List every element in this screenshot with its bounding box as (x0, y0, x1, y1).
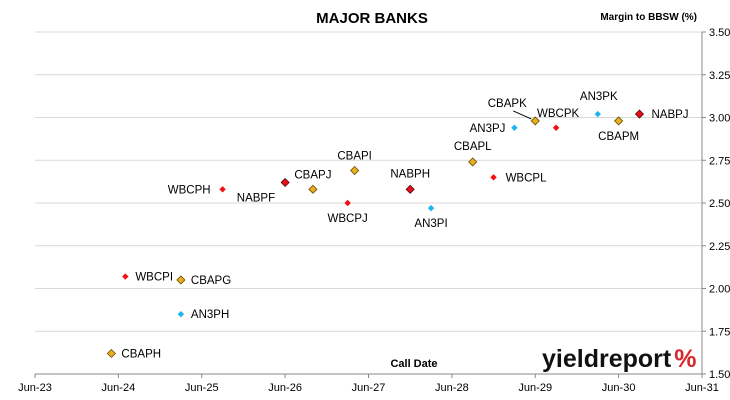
x-tick-label: Jun-29 (518, 382, 552, 394)
data-point-labels: CBAPH WBCPI CBAPG AN3PH WBCPH NABPF CBAPJ CBAPI… (121, 91, 688, 360)
point-label-an3pj: AN3PJ (470, 123, 506, 135)
x-axis-title: Call Date (390, 358, 437, 370)
point-label-wbcpj: WBCPJ (328, 213, 368, 225)
x-axis-ticks: Jun-23 Jun-24 Jun-25 Jun-26 Jun-27 Jun-28 Jun-… (18, 374, 719, 394)
point-an3pi (427, 204, 435, 212)
point-an3pk (594, 110, 601, 118)
gridlines (35, 31, 702, 332)
leader-line-cbapk (513, 110, 532, 120)
y-tick-label: 1.50 (709, 369, 730, 381)
point-label-cbapk: CBAPK (488, 98, 527, 110)
point-label-nabpf: NABPF (237, 192, 275, 204)
y-tick-label: 2.25 (709, 241, 730, 253)
y-tick-label: 2.75 (709, 155, 730, 167)
point-an3pj (511, 124, 518, 131)
x-tick-label: Jun-31 (685, 382, 719, 394)
point-cbaph (106, 348, 116, 359)
y-axis-ticks: 1.50 1.75 2.00 2.25 2.50 2.75 3.00 3.25 3.50 (702, 27, 730, 381)
logo-percent: % (674, 345, 696, 373)
point-nabpj (634, 109, 645, 119)
x-tick-label: Jun-23 (18, 382, 52, 394)
point-cbapg (176, 275, 186, 285)
point-cbapm (614, 116, 624, 126)
point-label-wbcph: WBCPH (168, 184, 211, 196)
x-tick-label: Jun-28 (435, 382, 469, 394)
svg-text:yieldreport%: yieldreport% (542, 345, 696, 373)
point-an3ph (177, 310, 185, 318)
point-label-cbapl: CBAPL (454, 141, 492, 153)
point-label-cbapm: CBAPM (598, 131, 639, 143)
point-nabph (405, 184, 415, 194)
point-label-cbapj: CBAPJ (294, 169, 331, 181)
point-label-an3ph: AN3PH (191, 309, 229, 321)
point-wbcph (219, 186, 226, 193)
point-label-nabph: NABPH (390, 168, 430, 180)
point-label-wbcpk: WBCPK (537, 108, 580, 120)
y-tick-label: 3.00 (709, 113, 730, 125)
point-cbapi (350, 165, 360, 176)
point-cbapl (468, 157, 478, 167)
y-tick-label: 2.50 (709, 198, 730, 210)
point-label-wbcpl: WBCPL (506, 172, 548, 184)
y-tick-label: 2.00 (709, 284, 730, 296)
data-points (106, 109, 645, 359)
point-label-an3pi: AN3PI (414, 218, 447, 230)
y-tick-label: 1.75 (709, 326, 730, 338)
x-tick-label: Jun-24 (102, 382, 136, 394)
point-wbcpi (122, 273, 129, 280)
point-label-cbapg: CBAPG (191, 275, 231, 287)
point-nabpf (280, 177, 290, 188)
y-tick-label: 3.50 (709, 27, 730, 39)
point-label-nabpj: NABPJ (651, 109, 688, 121)
point-wbcpk (552, 124, 560, 131)
point-label-an3pk: AN3PK (580, 91, 618, 103)
point-cbapk (530, 116, 540, 126)
x-tick-label: Jun-26 (268, 382, 302, 394)
x-tick-label: Jun-25 (185, 382, 219, 394)
point-wbcpj (344, 199, 351, 207)
point-cbapj (308, 184, 318, 194)
x-tick-label: Jun-30 (602, 382, 636, 394)
point-label-wbcpi: WBCPI (135, 272, 173, 284)
logo-word: yieldreport (542, 345, 672, 373)
y-axis-title: Margin to BBSW (%) (600, 12, 697, 23)
x-tick-label: Jun-27 (352, 382, 386, 394)
point-label-cbaph: CBAPH (121, 348, 161, 360)
y-tick-label: 3.25 (709, 70, 730, 82)
chart-title: MAJOR BANKS (316, 10, 428, 27)
point-wbcpl (490, 174, 497, 181)
yieldreport-logo: yieldreport% (542, 345, 696, 373)
point-label-cbapi: CBAPI (337, 151, 372, 163)
